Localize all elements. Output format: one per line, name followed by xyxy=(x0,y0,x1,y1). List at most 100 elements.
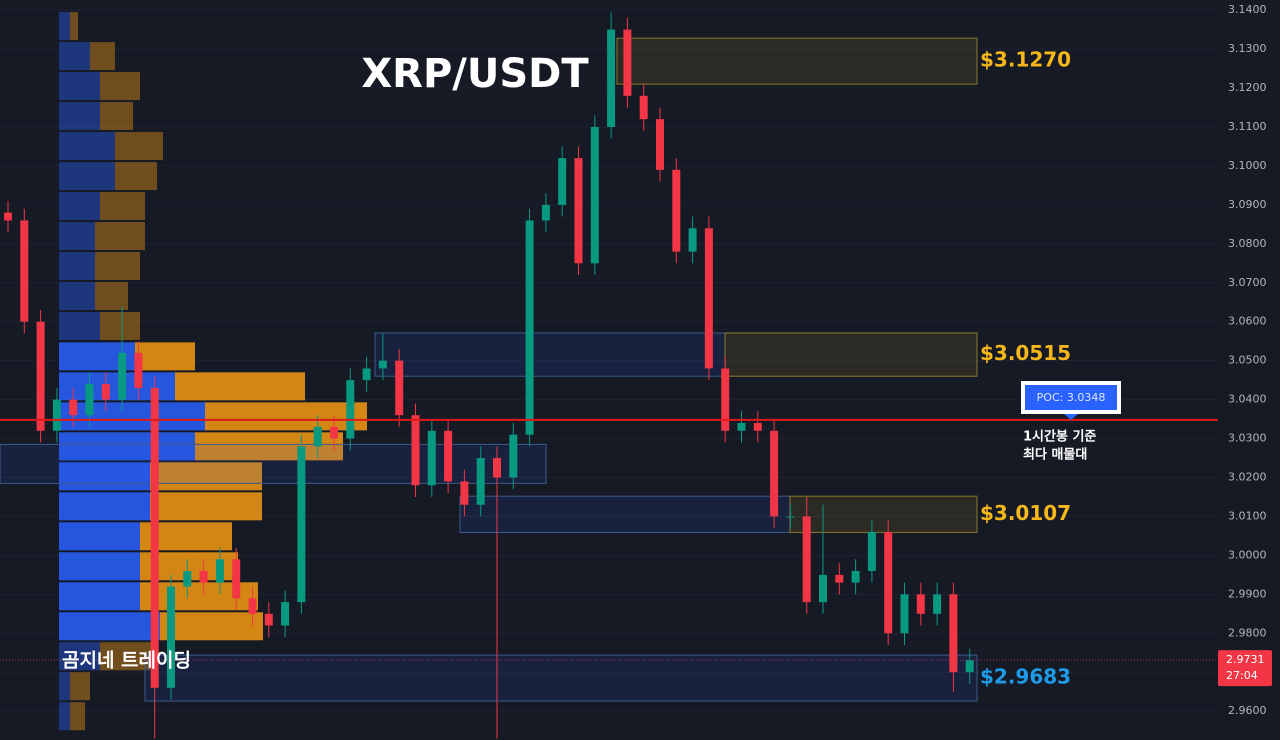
candle-body xyxy=(656,119,664,170)
candle-body xyxy=(541,204,550,221)
profile-sell-bar xyxy=(115,162,157,191)
candle-body xyxy=(427,430,436,486)
y-tick-label: 3.1100 xyxy=(1228,120,1267,133)
candle-body xyxy=(933,594,942,614)
y-tick-label: 3.1200 xyxy=(1228,81,1267,94)
chart-title: XRP/USDT xyxy=(361,51,589,97)
profile-buy-bar xyxy=(59,552,140,581)
profile-sell-bar xyxy=(90,42,115,71)
profile-buy-bar xyxy=(59,222,95,251)
candle-body xyxy=(949,594,958,673)
candle-body xyxy=(4,212,12,221)
profile-buy-bar xyxy=(59,642,100,671)
candle-body xyxy=(248,598,257,614)
candle-body xyxy=(199,570,208,583)
profile-sell-bar xyxy=(160,612,263,641)
profile-buy-bar xyxy=(59,72,100,101)
y-tick-label: 3.0500 xyxy=(1228,354,1267,367)
profile-buy-bar xyxy=(59,12,70,41)
candle-body xyxy=(36,321,45,431)
candle-body xyxy=(884,532,893,634)
candle-body xyxy=(69,399,78,416)
profile-sell-bar xyxy=(150,462,262,491)
candle-body xyxy=(867,532,876,571)
candle-body xyxy=(411,415,420,486)
zone-box xyxy=(374,332,726,377)
y-tick-label: 3.0100 xyxy=(1228,509,1267,522)
profile-buy-bar xyxy=(59,192,100,221)
y-tick-label: 2.9800 xyxy=(1228,626,1267,639)
candle-body xyxy=(493,458,501,478)
zone-label: $3.1270 xyxy=(980,48,1071,72)
y-tick-label: 3.0000 xyxy=(1228,548,1267,561)
last-price-label: 2.9731 xyxy=(1226,653,1265,666)
candle-body xyxy=(460,481,469,505)
profile-buy-bar xyxy=(59,252,95,281)
candle-body xyxy=(721,368,730,431)
profile-sell-bar xyxy=(205,402,367,431)
profile-sell-bar xyxy=(100,192,145,221)
candle-body xyxy=(786,516,795,518)
candle-body xyxy=(672,169,681,252)
profile-buy-bar xyxy=(59,311,100,340)
y-tick-label: 3.0900 xyxy=(1228,198,1267,211)
candle-body xyxy=(476,458,485,505)
zone-box xyxy=(0,443,547,484)
candle-body xyxy=(118,352,127,400)
profile-sell-bar xyxy=(135,342,195,371)
profile-sell-bar xyxy=(70,702,85,731)
candle-body xyxy=(900,594,909,634)
profile-sell-bar xyxy=(100,102,133,131)
profile-sell-bar xyxy=(100,642,155,671)
profile-buy-bar xyxy=(59,132,115,161)
poc-note: 최다 매물대 xyxy=(1023,447,1087,463)
candle-body xyxy=(167,586,175,688)
zone-label: $2.9683 xyxy=(980,665,1071,689)
profile-sell-bar xyxy=(95,222,145,251)
profile-sell-bar xyxy=(95,282,128,310)
candle-body xyxy=(607,29,616,127)
profile-buy-bar xyxy=(59,402,205,431)
profile-sell-bar xyxy=(70,672,90,701)
y-tick-label: 3.0300 xyxy=(1228,432,1267,445)
profile-buy-bar xyxy=(59,672,70,701)
candle-body xyxy=(101,384,110,400)
candle-body xyxy=(639,95,648,120)
zone-label: $3.0515 xyxy=(980,341,1071,365)
last-price-box xyxy=(1218,650,1272,687)
poc-note: 1시간봉 기준 xyxy=(1023,429,1096,445)
candle-body xyxy=(313,426,322,447)
zone-box xyxy=(144,654,978,702)
y-tick-label: 2.9600 xyxy=(1228,704,1267,717)
y-tick-label: 3.0400 xyxy=(1228,393,1267,406)
candle-body xyxy=(525,220,534,435)
candle-body xyxy=(297,446,306,603)
candle-body xyxy=(378,360,387,369)
candle-body xyxy=(264,613,273,626)
y-tick-label: 3.1300 xyxy=(1228,42,1267,55)
candle-body xyxy=(215,559,224,583)
candle-body xyxy=(770,430,779,517)
candle-body xyxy=(362,368,371,381)
profile-sell-bar xyxy=(100,72,140,101)
candle-body xyxy=(183,570,192,587)
candle-body xyxy=(688,228,697,252)
candle-body xyxy=(444,430,453,482)
y-tick-label: 3.1000 xyxy=(1228,159,1267,172)
profile-sell-bar xyxy=(115,132,163,161)
candle-body xyxy=(851,570,860,583)
candle-body xyxy=(281,602,290,626)
profile-sell-bar xyxy=(100,311,140,340)
profile-buy-bar xyxy=(59,582,140,611)
candle-body xyxy=(20,220,29,322)
candle-body xyxy=(737,422,746,431)
countdown-label: 27:04 xyxy=(1226,669,1258,682)
zone-label: $3.0107 xyxy=(980,501,1071,525)
candle-body xyxy=(704,228,713,369)
candle-body xyxy=(134,352,143,388)
profile-buy-bar xyxy=(59,162,115,191)
candle-body xyxy=(395,360,404,416)
profile-sell-bar xyxy=(70,12,78,41)
profile-buy-bar xyxy=(59,522,140,551)
